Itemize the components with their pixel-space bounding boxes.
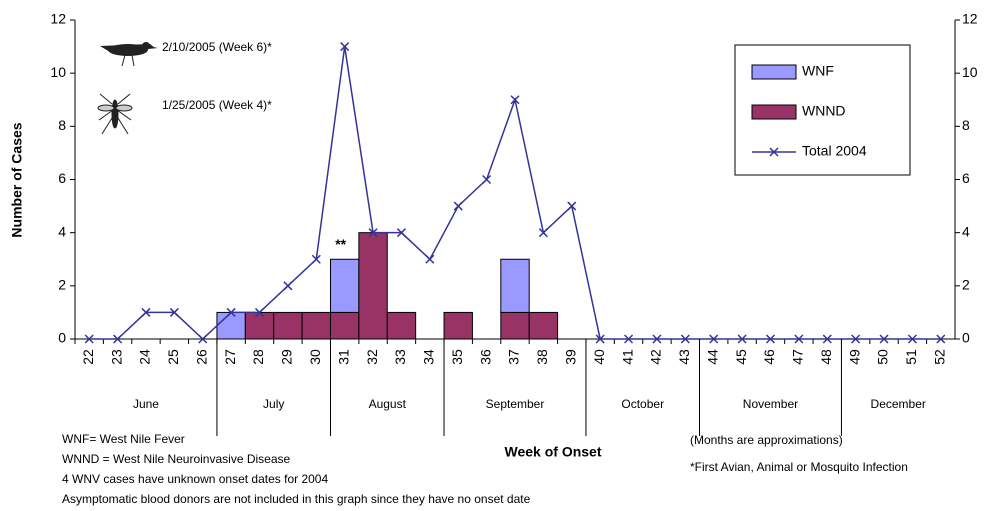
x-tick-label: 31 — [335, 349, 351, 365]
bar — [501, 259, 529, 312]
bar — [302, 312, 330, 339]
y2-tick-label: 0 — [962, 330, 970, 346]
annotation: ** — [335, 236, 346, 252]
y2-tick-label: 4 — [962, 223, 970, 239]
x-tick-label: 48 — [818, 349, 834, 365]
footnote: WNF= West Nile Fever — [62, 432, 185, 446]
y-tick-label: 10 — [50, 64, 66, 80]
bar — [274, 312, 302, 339]
x-tick-label: 37 — [506, 349, 522, 365]
x-tick-label: 40 — [591, 349, 607, 365]
x-tick-label: 44 — [704, 349, 720, 365]
x-tick-label: 42 — [648, 349, 664, 365]
legend-swatch — [752, 65, 796, 79]
bar — [217, 312, 245, 339]
month-label: July — [263, 397, 284, 411]
x-tick-label: 28 — [250, 349, 266, 365]
y2-tick-label: 12 — [962, 11, 978, 27]
line-marker — [426, 255, 434, 263]
x-tick-label: 33 — [392, 349, 408, 365]
x-tick-label: 27 — [222, 349, 238, 365]
footnote: 4 WNV cases have unknown onset dates for… — [62, 472, 328, 486]
x-tick-label: 38 — [534, 349, 550, 365]
first-infection-note: 2/10/2005 (Week 6)* — [162, 40, 272, 54]
bar — [529, 312, 557, 339]
month-label: December — [871, 397, 926, 411]
y-tick-label: 2 — [58, 277, 66, 293]
mosquito-icon — [98, 94, 132, 134]
first-infection-note: 1/25/2005 (Week 4)* — [162, 98, 272, 112]
legend-label: WNND — [802, 103, 846, 119]
x-tick-label: 41 — [619, 349, 635, 365]
x-tick-label: 24 — [137, 349, 153, 365]
footnote: Asymptomatic blood donors are not includ… — [62, 492, 531, 506]
bar — [359, 233, 387, 339]
x-tick-label: 47 — [790, 349, 806, 365]
bar — [387, 312, 415, 339]
x-tick-label: 34 — [421, 349, 437, 365]
y-tick-label: 12 — [50, 11, 66, 27]
bar — [330, 259, 358, 312]
x-tick-label: 50 — [875, 349, 891, 365]
note: (Months are approximations) — [690, 433, 843, 447]
y-tick-label: 0 — [58, 330, 66, 346]
x-tick-label: 22 — [80, 349, 96, 365]
bird-icon — [100, 42, 158, 66]
line-marker — [454, 202, 462, 210]
x-tick-label: 52 — [932, 349, 948, 365]
y2-tick-label: 8 — [962, 117, 970, 133]
chart: Number of Cases Week of Onset 2/10/2005 … — [0, 0, 987, 511]
x-tick-label: 26 — [193, 349, 209, 365]
x-tick-label: 36 — [477, 349, 493, 365]
x-tick-label: 43 — [676, 349, 692, 365]
line-marker — [284, 282, 292, 290]
footnote: WNND = West Nile Neuroinvasive Disease — [62, 452, 291, 466]
x-tick-label: 35 — [449, 349, 465, 365]
y-tick-label: 8 — [58, 117, 66, 133]
x-tick-label: 39 — [562, 349, 578, 365]
bar — [444, 312, 472, 339]
x-tick-label: 25 — [165, 349, 181, 365]
x-tick-label: 51 — [903, 349, 919, 365]
y2-tick-label: 6 — [962, 170, 970, 186]
x-tick-label: 45 — [733, 349, 749, 365]
y2-tick-label: 2 — [962, 277, 970, 293]
bar — [330, 312, 358, 339]
legend-label: Total 2004 — [802, 143, 867, 159]
line-marker — [483, 176, 491, 184]
x-axis-title: Week of Onset — [505, 444, 602, 460]
month-label: November — [743, 397, 798, 411]
legend-label: WNF — [802, 63, 834, 79]
x-tick-label: 30 — [307, 349, 323, 365]
x-tick-label: 23 — [108, 349, 124, 365]
x-tick-label: 29 — [279, 349, 295, 365]
x-tick-label: 32 — [364, 349, 380, 365]
bar — [501, 312, 529, 339]
y-tick-label: 6 — [58, 170, 66, 186]
note: *First Avian, Animal or Mosquito Infecti… — [690, 460, 908, 474]
bar — [245, 312, 273, 339]
y-tick-label: 4 — [58, 223, 66, 239]
legend-swatch — [752, 105, 796, 119]
month-label: September — [486, 397, 545, 411]
x-tick-label: 46 — [761, 349, 777, 365]
y2-tick-label: 10 — [962, 64, 978, 80]
month-label: August — [369, 397, 407, 411]
month-label: October — [621, 397, 664, 411]
month-label: June — [133, 397, 159, 411]
y-axis-title: Number of Cases — [9, 122, 25, 237]
x-tick-label: 49 — [846, 349, 862, 365]
